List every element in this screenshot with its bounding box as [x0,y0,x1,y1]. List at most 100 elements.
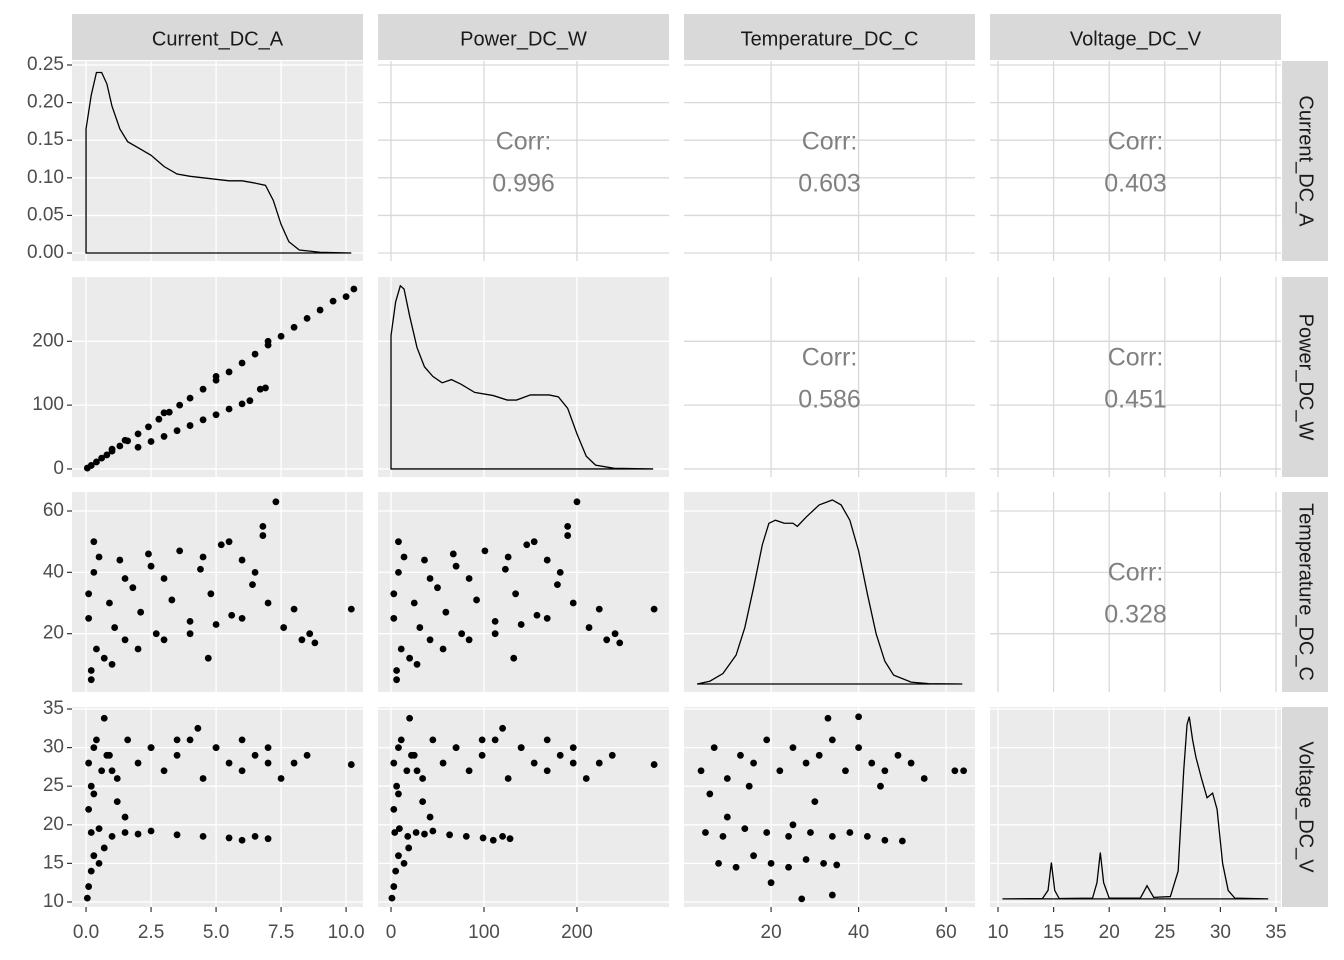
scatter-point [350,285,358,293]
strip-label: Temperature_DC_C [741,28,919,50]
scatter-point [582,775,590,782]
scatter-point [517,621,525,628]
scatter-point [419,775,427,782]
scatter-point [719,832,727,840]
scatter-point [173,831,181,839]
corr-value: 0.328 [1104,601,1167,629]
scatter-point [249,581,256,589]
scatter-point [225,834,233,842]
corr-label: Corr: [1108,128,1164,156]
scatter-point [90,568,98,576]
scatter-point [697,767,705,775]
scatter-point [723,775,731,782]
scatter-point [543,556,551,564]
scatter-point [465,575,473,582]
strip-label: Current_DC_A [1295,95,1317,227]
scatter-point [259,522,267,530]
scatter-point [121,829,129,836]
y-tick-label: 0.20 [27,92,64,113]
y-tick-label: 0.10 [27,167,64,188]
scatter-point [863,832,871,840]
scatter-point [741,825,749,833]
scatter-point [212,373,220,380]
scatter-point [186,630,194,638]
panel-background [72,492,363,692]
scatter-point [533,611,541,619]
y-tick-label: 60 [43,500,64,521]
density-line [696,499,963,685]
scatter-point [251,751,259,759]
scatter-point [569,759,577,767]
scatter-point [393,676,400,684]
scatter-point [400,553,408,561]
scatter-point [173,751,181,759]
x-tick-label: 40 [848,922,869,943]
scatter-point [951,767,959,775]
scatter-point [199,775,207,782]
scatter-point [702,829,709,836]
scatter-point [303,314,311,322]
scatter-point [87,462,95,469]
scatter-point [277,332,285,340]
scatter-point [194,724,202,732]
scatter-point [650,761,658,768]
panel-background [990,277,1281,477]
x-tick-label: 35 [1265,922,1286,943]
scatter-point [186,422,194,429]
scatter-point [543,767,551,775]
scatter-point [95,825,103,833]
scatter-point [277,775,285,782]
scatter-point [855,744,862,752]
scatter-point [429,736,437,744]
scatter-point [828,832,836,840]
y-tick-label: 10 [43,891,64,912]
scatter-point [173,427,181,435]
x-tick-label: 0 [386,922,397,943]
strip-label: Power_DC_W [1295,314,1317,441]
scatter-point [280,624,288,631]
corr-label: Corr: [802,128,858,156]
scatter-point [881,767,889,775]
scatter-point [807,829,814,836]
x-tick-label: 10 [987,922,1008,943]
scatter-point [238,836,246,844]
scatter-point [100,714,108,722]
scatter-point [98,454,106,462]
panel-background [378,707,669,907]
scatter-point [439,645,447,653]
scatter-point [465,767,473,775]
scatter-point [186,736,194,744]
y-tick-label: 20 [43,623,64,644]
scatter-point [499,724,506,732]
scatter-point [595,759,603,767]
scatter-point [564,532,572,539]
scatter-point [225,538,233,546]
scatter-point [204,654,212,662]
scatter-point [256,385,264,393]
scatter-point [489,836,497,844]
scatter-point [134,443,142,451]
scatter-point [426,575,434,582]
scatter-point [530,759,538,767]
scatter-point [264,744,272,752]
scatter-point [392,867,400,875]
scatter-point [199,553,207,561]
scatter-point [290,323,298,331]
strip-label: Power_DC_W [460,28,587,50]
scatter-point [894,751,902,759]
density-line [1002,716,1269,900]
y-tick-label: 15 [43,852,64,873]
scatter-point [390,805,398,813]
scatter-point [95,859,103,867]
strip-background [1282,277,1328,477]
scatter-point [737,751,744,759]
scatter-point [347,761,355,768]
scatter-point [121,636,129,644]
scatter-point [199,385,207,393]
scatter-point [212,411,220,419]
y-tick-label: 20 [43,814,64,835]
y-tick-label: 25 [43,775,64,796]
scatter-point [585,624,593,631]
scatter-point [272,498,280,506]
